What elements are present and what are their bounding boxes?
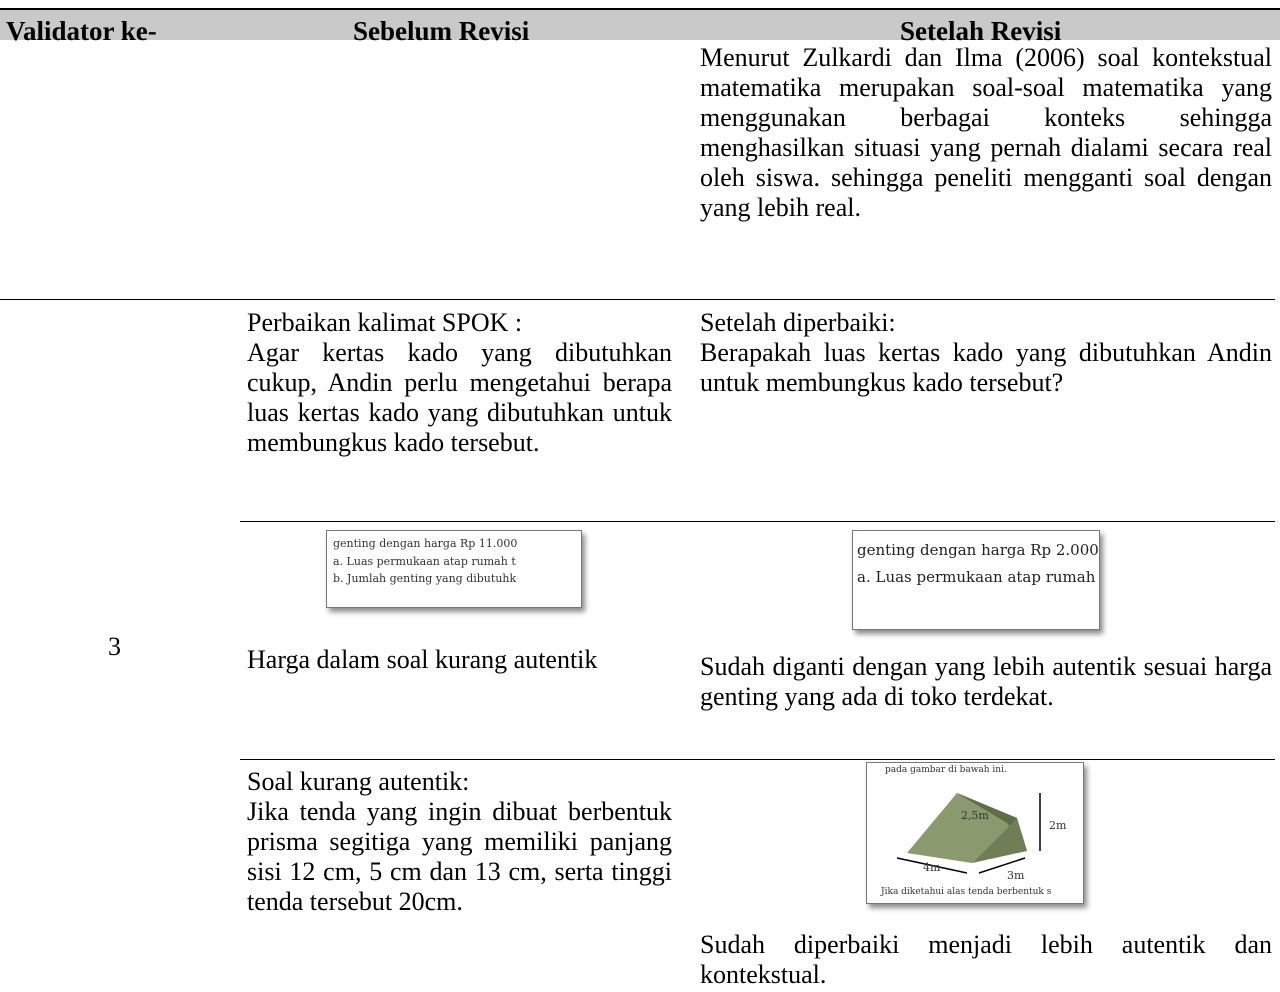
screenshot-text: genting dengan harga Rp 2.000 <box>857 541 1099 559</box>
header-cell: Validator ke- <box>6 16 157 46</box>
row-rule <box>0 299 1275 300</box>
cell-text: Agar kertas kado yang dibutuhkan cukup, … <box>247 338 672 457</box>
row-rule <box>240 521 1275 522</box>
arrow <box>896 857 968 874</box>
arrow <box>978 857 1026 874</box>
header-row: Validator ke- Sebelum Revisi Setelah Rev… <box>0 8 1280 46</box>
screenshot: genting dengan harga Rp 2.000 a. Luas pe… <box>852 530 1100 630</box>
dimension-label: 3m <box>1007 869 1025 882</box>
screenshot-text: genting dengan harga Rp 11.000 <box>333 537 518 550</box>
cell-text: Sudah diganti dengan yang lebih autentik… <box>700 652 1272 711</box>
dimension-label: 4m <box>923 861 941 874</box>
dimension-label: 2m <box>1049 819 1067 832</box>
screenshot-text: b. Jumlah genting yang dibutuhk <box>333 572 517 586</box>
header-cell: Sebelum Revisi <box>353 16 530 46</box>
tent-door <box>972 818 1027 863</box>
cell-text: Sudah diperbaiki menjadi lebih autentik … <box>700 930 1272 989</box>
screenshot-text: a. Luas permukaan atap rumah <box>857 568 1096 586</box>
tent-image: pada gambar di bawah ini. 2,5m 2m 4m 3m … <box>866 762 1084 904</box>
image-footer: Jika diketahui alas tenda berbentuk s <box>881 887 1052 897</box>
screenshot: genting dengan harga Rp 11.000 a. Luas p… <box>326 530 582 608</box>
cell-title: Setelah diperbaiki: <box>700 308 896 337</box>
image-caption: pada gambar di bawah ini. <box>885 765 1007 775</box>
validator-number: 3 <box>108 632 121 661</box>
cell-title: Soal kurang autentik: <box>247 767 470 796</box>
tent-drawing <box>896 793 1041 874</box>
cell-title: Perbaikan kalimat SPOK : <box>247 308 523 337</box>
row-rule <box>240 759 1275 760</box>
cell-text: Menurut Zulkardi dan Ilma (2006) soal ko… <box>700 43 1272 222</box>
cell-text: Jika tenda yang ingin dibuat berbentuk p… <box>247 797 672 916</box>
cell-text: Harga dalam soal kurang autentik <box>247 645 598 674</box>
screenshot-text: a. Luas permukaan atap rumah t <box>333 554 516 568</box>
dimension-label: 2,5m <box>961 809 989 822</box>
cell-text: Berapakah luas kertas kado yang dibutuhk… <box>700 338 1272 397</box>
header-cell: Setelah Revisi <box>900 16 1062 46</box>
